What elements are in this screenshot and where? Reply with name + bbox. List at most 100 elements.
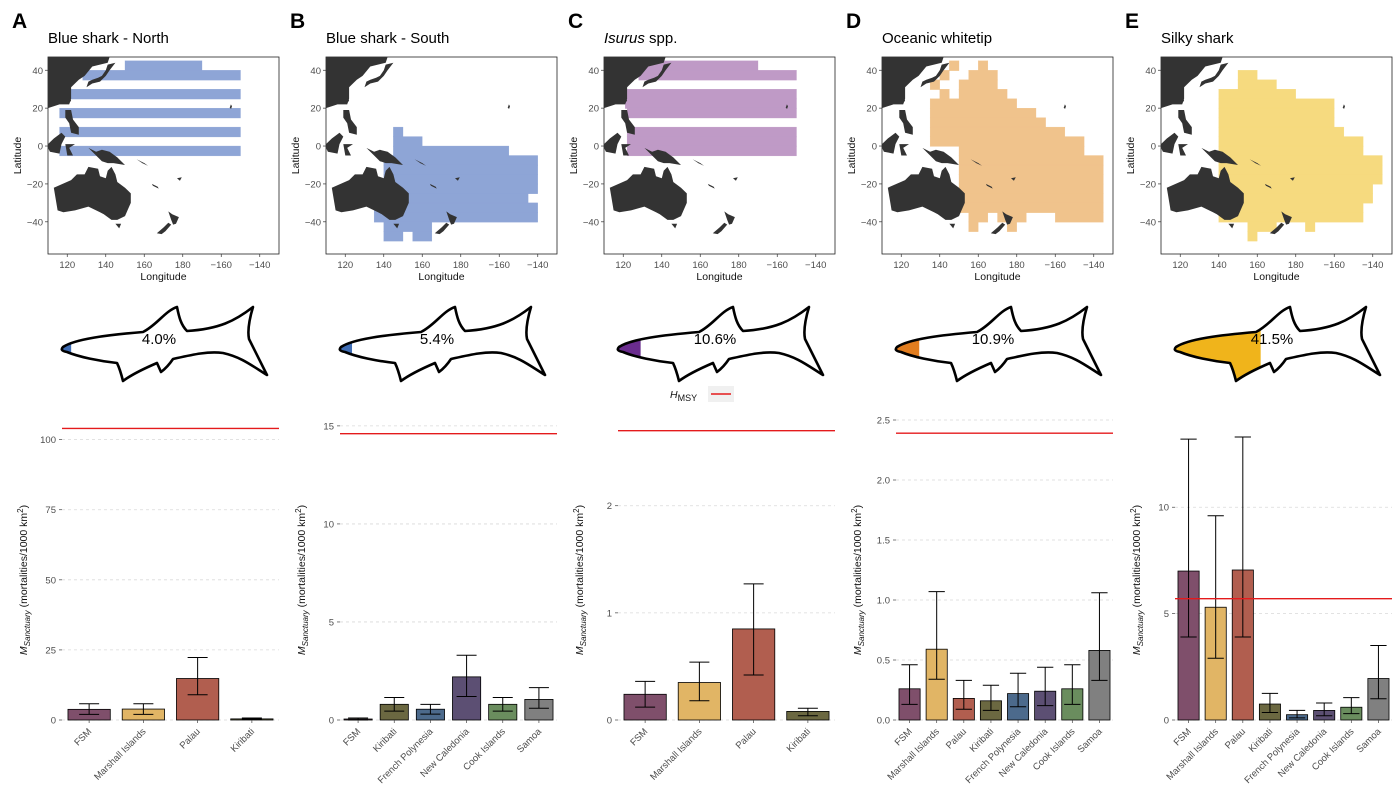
range-map: 120 140 160 180 −160 −140 40 20 0 −20 −40 Longitude… xyxy=(1125,56,1393,283)
y-axis-title-sup: 2 xyxy=(850,508,859,513)
range-cell xyxy=(626,107,797,119)
map-y-tick-label: 40 xyxy=(866,66,877,77)
land-japan xyxy=(86,62,116,88)
y-tick-label: 10 xyxy=(323,519,334,530)
range-cell xyxy=(626,89,797,100)
map-x-axis-title: Longitude xyxy=(1253,271,1299,283)
map-x-tick-label: 180 xyxy=(1009,260,1025,271)
map-y-tick-label: 40 xyxy=(32,66,43,77)
panel-title: Silky shark xyxy=(1161,30,1234,47)
map-x-tick-label: 140 xyxy=(932,260,948,271)
y-axis-title-sub: Sanctuary xyxy=(23,609,32,646)
range-cell xyxy=(1218,136,1364,147)
map-x-tick-label: −140 xyxy=(805,260,826,271)
x-tick-label: FSM xyxy=(628,726,650,748)
map-x-tick-label: −140 xyxy=(1083,260,1104,271)
y-tick-label: 5 xyxy=(1164,609,1169,620)
map-x-tick-label: 140 xyxy=(1211,260,1227,271)
map-x-tick-label: 140 xyxy=(376,260,392,271)
land-solomons xyxy=(414,159,427,166)
map-y-tick-label: −40 xyxy=(27,217,43,228)
panel-title: Blue shark - North xyxy=(48,30,169,47)
range-cell xyxy=(59,145,241,157)
y-axis-title-sup: 2 xyxy=(1129,508,1138,513)
range-cell xyxy=(383,155,538,166)
map-y-tick-label: −40 xyxy=(305,217,321,228)
range-cell xyxy=(59,126,241,138)
range-cell xyxy=(978,60,989,71)
range-cell xyxy=(1218,89,1296,100)
x-tick-label: Samoa xyxy=(515,726,545,756)
land-fiji xyxy=(1011,177,1016,181)
y-axis-title-close: ) xyxy=(18,505,30,509)
range-cell xyxy=(968,221,979,232)
x-tick-label: Kiribati xyxy=(785,726,813,754)
range-cell xyxy=(968,212,989,223)
land-hawaii xyxy=(507,104,510,109)
land-australia xyxy=(887,166,965,220)
legend-label: HMSY xyxy=(670,389,697,403)
map-x-tick-label: −160 xyxy=(1324,260,1345,271)
panel-a: A Blue shark - North 120 140 160 180 −160 −140 4… xyxy=(12,10,280,783)
range-cell xyxy=(1237,79,1277,90)
land-solomons xyxy=(692,159,705,166)
y-axis-title-main: M xyxy=(1131,646,1143,655)
map-x-tick-label: 160 xyxy=(970,260,986,271)
land-asia xyxy=(1161,57,1223,109)
map-content xyxy=(326,57,538,242)
map-y-tick-label: 0 xyxy=(38,142,43,153)
land-nzs xyxy=(434,222,450,235)
y-axis-title-sub: Sanctuary xyxy=(579,609,588,646)
range-cell xyxy=(1218,98,1335,109)
map-x-tick-label: 120 xyxy=(337,260,353,271)
map-y-tick-label: 20 xyxy=(310,104,321,115)
panel-letter: A xyxy=(12,10,27,33)
legend-label-main: H xyxy=(670,389,678,401)
y-axis-title-sup: 2 xyxy=(16,508,25,513)
range-cell xyxy=(1305,221,1316,232)
land-borneo xyxy=(604,132,622,154)
land-nzs xyxy=(156,222,172,235)
map-content xyxy=(1161,57,1383,242)
land-solomons xyxy=(136,159,149,166)
range-cell xyxy=(412,231,433,242)
map-x-axis-title: Longitude xyxy=(418,271,464,283)
range-cell xyxy=(393,126,404,138)
x-tick-label: FSM xyxy=(893,726,915,748)
range-cell xyxy=(1218,164,1383,175)
land-tasmania xyxy=(671,223,678,229)
x-tick-label: Marshall Islands xyxy=(92,726,148,782)
land-nzn xyxy=(724,211,735,225)
land-borneo xyxy=(48,132,66,154)
y-axis-title-close: ) xyxy=(296,505,308,509)
map-y-tick-label: −40 xyxy=(861,217,877,228)
land-newguinea xyxy=(366,147,403,165)
range-cell xyxy=(1218,174,1383,185)
map-x-tick-label: −160 xyxy=(1045,260,1066,271)
land-solomons xyxy=(970,159,983,166)
map-y-tick-label: −20 xyxy=(1140,179,1156,190)
y-axis-title-sup: 2 xyxy=(294,508,303,513)
land-fiji xyxy=(733,177,738,181)
map-x-axis-title: Longitude xyxy=(974,271,1020,283)
range-cell xyxy=(929,107,1037,119)
x-tick-label: Palau xyxy=(734,726,759,751)
y-axis-title-close: ) xyxy=(574,505,586,509)
map-y-tick-label: −20 xyxy=(583,179,599,190)
land-australia xyxy=(53,166,131,220)
x-tick-label: FSM xyxy=(1172,726,1194,748)
panel-title-italic: Isurus xyxy=(604,30,645,47)
range-cell xyxy=(626,145,797,157)
panel-letter: E xyxy=(1125,10,1139,33)
range-cell xyxy=(1247,231,1258,242)
map-x-tick-label: −160 xyxy=(489,260,510,271)
land-taiwan xyxy=(1181,98,1185,105)
land-newguinea xyxy=(88,147,125,165)
shark-percentage: 4.0% xyxy=(142,331,176,348)
land-newguinea xyxy=(922,147,959,165)
legend: HMSY xyxy=(670,386,734,403)
map-y-tick-label: −40 xyxy=(583,217,599,228)
